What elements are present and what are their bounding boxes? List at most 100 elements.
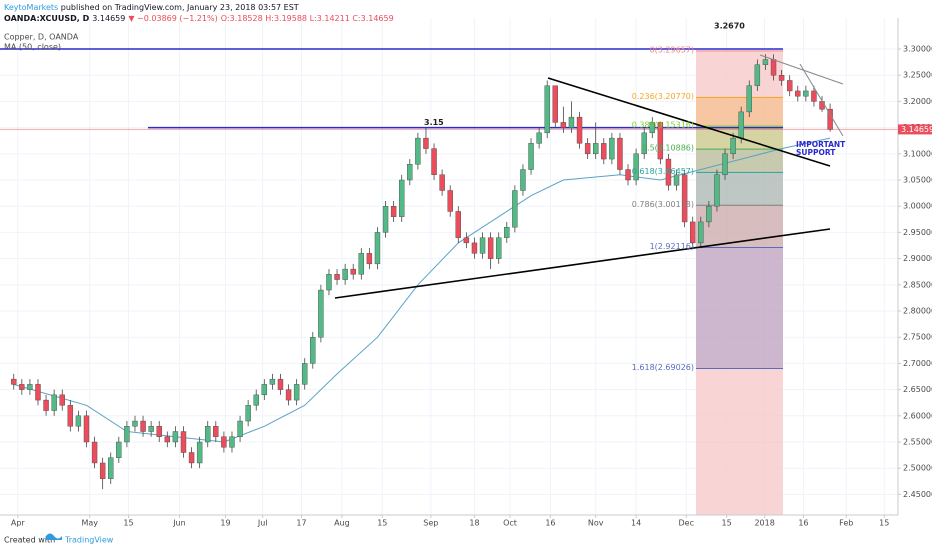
candle-body — [584, 143, 591, 155]
y-tick-label: 2.80000 — [903, 307, 932, 316]
candle-body — [229, 436, 235, 448]
candle-body — [390, 206, 397, 217]
x-tick-label: 15 — [879, 519, 889, 528]
candle-body — [180, 431, 187, 453]
candle-body — [641, 132, 647, 155]
x-tick-label: Jun — [172, 519, 186, 528]
y-tick-label: 2.55000 — [903, 438, 932, 447]
last-price-tag — [898, 124, 932, 135]
candle-body — [447, 190, 453, 212]
candle-body — [269, 378, 276, 385]
candle-body — [568, 116, 575, 128]
candle-body — [487, 237, 494, 259]
x-tick-label: 19 — [220, 519, 230, 528]
flag-line — [759, 54, 844, 85]
candle-body — [213, 426, 219, 437]
level-label: 3.15 — [424, 118, 444, 127]
fib-label: 0(3.29657) — [650, 45, 694, 54]
fib-label: 0.382(3.15316) — [632, 120, 694, 129]
fib-label: 0.786(3.00178) — [632, 200, 694, 209]
candle-body — [326, 274, 332, 291]
candle-body — [819, 101, 825, 110]
candle-body — [108, 457, 114, 479]
candle-body — [318, 289, 324, 338]
candle-body — [786, 80, 793, 92]
candle-body — [471, 242, 478, 254]
candle-body — [738, 111, 744, 139]
candle-body — [601, 143, 607, 160]
y-tick-label: 3.00000 — [903, 202, 932, 211]
candle-body — [544, 85, 550, 134]
publisher[interactable]: KeytoMarkets — [4, 3, 59, 12]
x-tick-label: Dec — [678, 519, 693, 528]
flag-line — [799, 63, 844, 137]
candle-body — [399, 179, 405, 217]
candle-body — [576, 116, 583, 144]
candle-body — [35, 384, 41, 401]
candle-body — [407, 164, 413, 181]
candle-body — [310, 337, 316, 364]
candle-body — [253, 394, 259, 406]
candle-body — [67, 405, 74, 427]
candle-body — [722, 153, 728, 175]
candle-body — [439, 174, 445, 191]
candle-body — [423, 137, 429, 149]
x-tick-label: May — [81, 519, 98, 528]
x-tick-label: 15 — [377, 519, 387, 528]
y-tick-label: 2.50000 — [903, 464, 932, 473]
annotation: IMPORTANT — [796, 140, 846, 149]
candle-body — [99, 462, 106, 479]
fib-label: 0.5(3.10886) — [642, 144, 694, 153]
candle-body — [698, 221, 704, 244]
candle-body — [19, 384, 25, 390]
candle-body — [520, 169, 526, 191]
x-tick-label: Nov — [588, 519, 604, 528]
x-tick-label: Jul — [257, 519, 268, 528]
candle-body — [528, 143, 534, 170]
fib-band — [696, 149, 783, 173]
candle-body — [536, 132, 542, 144]
candle-body — [132, 420, 138, 427]
candle-body — [116, 441, 122, 458]
candle-body — [261, 384, 268, 396]
x-tick-label: Apr — [11, 519, 26, 528]
candle-body — [302, 363, 308, 385]
published: published on TradingView.com, January 23… — [60, 3, 299, 12]
candle-body — [512, 190, 518, 228]
x-tick-label: 18 — [469, 519, 479, 528]
candle-body — [504, 226, 510, 238]
y-tick-label: 2.45000 — [903, 490, 932, 499]
y-tick-label: 2.65000 — [903, 385, 932, 394]
header: KeytoMarkets published on TradingView.co… — [4, 2, 397, 24]
fib-label: 0.236(3.20770) — [632, 92, 694, 101]
y-tick-label: 2.75000 — [903, 333, 932, 342]
fib-label: 0.618(3.06457) — [632, 167, 694, 176]
x-tick-label: Sep — [423, 519, 438, 528]
y-tick-label: 3.05000 — [903, 176, 932, 185]
candle-body — [617, 137, 623, 170]
candle-body — [334, 274, 340, 280]
header-line: KeytoMarkets published on TradingView.co… — [4, 2, 397, 13]
x-tick-label: 15 — [123, 519, 133, 528]
y-tick-label: 2.60000 — [903, 411, 932, 420]
x-tick-label: 16 — [545, 519, 555, 528]
x-tick-label: Oct — [503, 519, 517, 528]
x-tick-label: 17 — [296, 519, 306, 528]
x-tick-label: Feb — [839, 519, 853, 528]
annotation: SUPPORT — [796, 148, 836, 157]
candle-body — [681, 174, 688, 223]
candle-body — [172, 431, 179, 443]
fib-label: 1.618(2.69026) — [632, 363, 694, 372]
candle-body — [205, 426, 211, 443]
candle-body — [633, 153, 639, 181]
candle-body — [75, 415, 82, 427]
background-layer — [0, 18, 898, 515]
candle-body — [51, 394, 57, 411]
last-price-label: 3.14659 — [901, 125, 932, 134]
candle-body — [188, 452, 195, 464]
y-tick-label: 3.25000 — [903, 71, 932, 80]
x-tick-label: 16 — [798, 519, 808, 528]
indicator-label: MA (50, close) — [4, 43, 61, 52]
candle-body — [754, 64, 761, 86]
